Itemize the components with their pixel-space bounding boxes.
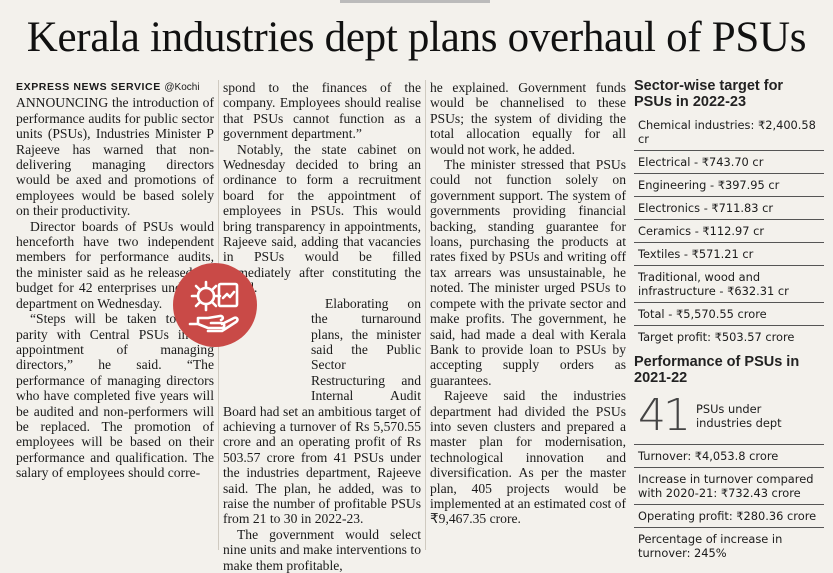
psu-count: 41 [638, 390, 691, 441]
sidebar-factbox: Sector-wise target for PSUs in 2022-23 C… [634, 78, 824, 564]
target-title: Sector-wise target for PSUs in 2022-23 [634, 78, 784, 110]
paragraph: spond to the finances of the company. Em… [223, 80, 421, 142]
article-column-2: spond to the finances of the company. Em… [223, 80, 421, 573]
paragraph: ANNOUNCING the introduction of performan… [16, 95, 214, 219]
paragraph: Notably, the state cabinet on Wednesday … [223, 141, 421, 296]
performance-row: Percentage of increase in turnover: 245% [638, 532, 783, 560]
column-divider [425, 80, 426, 550]
target-row: Total - ₹5,570.55 crore [634, 303, 824, 326]
paragraph: Director boards of PSUs would henceforth… [16, 218, 214, 311]
gear-hand-icon [172, 262, 258, 348]
target-row: Electronics - ₹711.83 cr [634, 197, 824, 220]
byline: EXPRESS NEWS SERVICE @Kochi [16, 80, 214, 95]
paragraph: Rajeeve said the industries department h… [430, 388, 626, 527]
target-row: Target profit: ₹503.57 crore [638, 330, 795, 344]
paragraph: “Steps will be taken to bring parity wit… [16, 311, 214, 481]
byline-location: @Kochi [164, 82, 200, 93]
paragraph: Elaborating on the turnaround plans, the… [223, 295, 421, 527]
target-row: Ceramics - ₹112.97 cr [634, 220, 824, 243]
performance-row: Increase in turnover compared with 2020-… [634, 468, 824, 505]
byline-source: EXPRESS NEWS SERVICE [16, 81, 161, 93]
article-column-1: EXPRESS NEWS SERVICE @Kochi ANNOUNCING t… [16, 80, 214, 481]
paragraph: The minister stressed that PSUs could no… [430, 157, 626, 388]
headline: Kerala industries dept plans overhaul of… [26, 14, 807, 61]
psu-count-block: 41 PSUs under industries dept [634, 386, 824, 445]
performance-row: Turnover: ₹4,053.8 crore [634, 445, 824, 468]
target-row: Textiles - ₹571.21 cr [634, 243, 824, 266]
article-column-3: he explained. Government funds would be … [430, 80, 626, 527]
performance-title: Performance of PSUs in 2021-22 [634, 354, 800, 386]
performance-row: Operating profit: ₹280.36 crore [634, 505, 824, 528]
paragraph: The government would select nine units a… [223, 526, 421, 573]
target-row: Traditional, wood and infrastructure - ₹… [634, 266, 824, 303]
paragraph: he explained. Government funds would be … [430, 80, 626, 157]
psu-count-label: PSUs under industries dept [696, 402, 782, 430]
target-row: Electrical - ₹743.70 cr [634, 151, 824, 174]
top-rule [340, 0, 490, 3]
target-row: Chemical industries: ₹2,400.58 cr [634, 114, 824, 151]
target-row: Engineering - ₹397.95 cr [634, 174, 824, 197]
